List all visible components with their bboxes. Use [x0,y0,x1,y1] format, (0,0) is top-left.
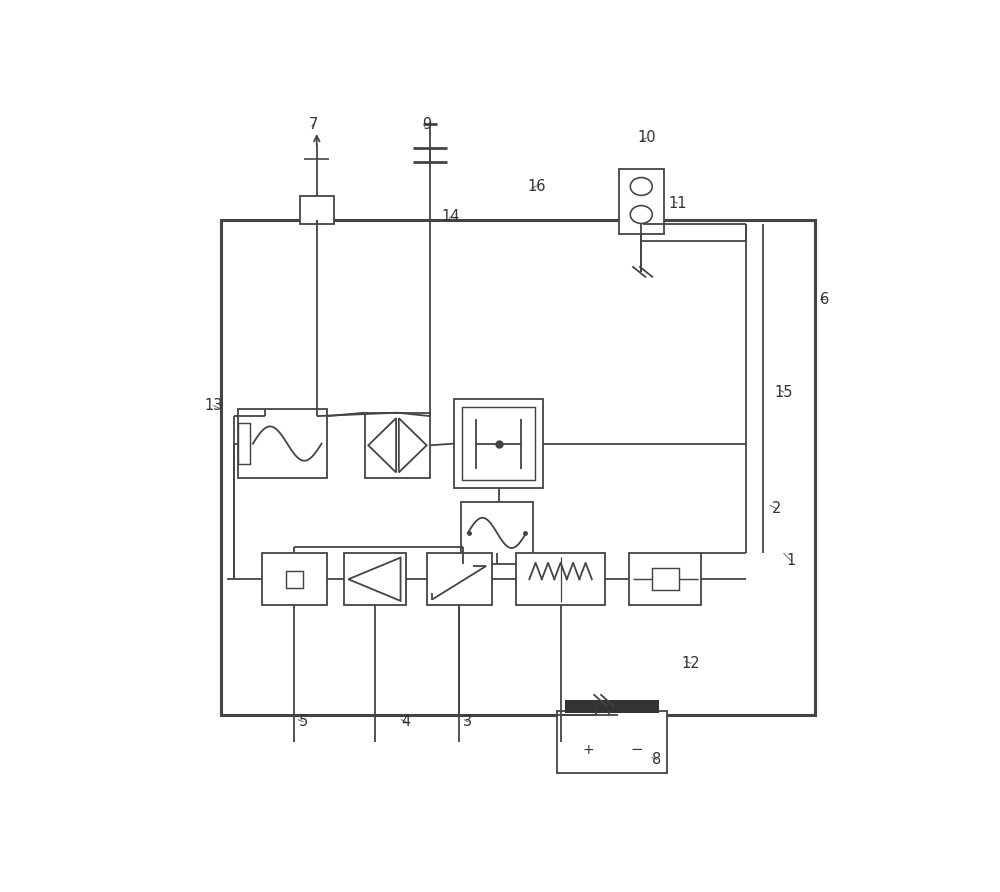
Bar [238,409,327,478]
Text: +: + [582,743,594,756]
Text: 14: 14 [441,210,460,225]
Bar [286,571,303,588]
Text: 4: 4 [401,714,411,730]
Bar [344,553,406,605]
Bar [365,413,430,478]
Text: 3: 3 [463,714,472,730]
Text: 5: 5 [298,714,308,730]
Text: 12: 12 [682,656,700,671]
Bar [516,553,605,605]
Bar [629,553,701,605]
Text: 9: 9 [422,117,431,132]
Bar [619,169,664,234]
Bar [300,196,334,224]
Ellipse shape [630,205,652,224]
Bar [462,407,535,480]
Text: 6: 6 [820,292,830,307]
Text: 13: 13 [205,399,223,413]
Text: 1: 1 [786,553,795,568]
Text: 7: 7 [309,117,318,132]
Text: 15: 15 [775,384,793,400]
Bar [652,568,679,591]
Text: 11: 11 [668,195,687,211]
Bar [565,700,659,713]
Bar [238,423,250,464]
Bar [557,712,667,773]
Text: 8: 8 [652,752,661,767]
Text: −: − [630,742,643,757]
Bar [262,553,327,605]
Text: 10: 10 [637,130,656,145]
Bar [221,220,815,714]
Bar [427,553,492,605]
Ellipse shape [630,178,652,195]
Text: 2: 2 [772,501,782,516]
Bar [461,502,533,564]
Bar [454,399,543,488]
Text: 16: 16 [527,178,546,194]
